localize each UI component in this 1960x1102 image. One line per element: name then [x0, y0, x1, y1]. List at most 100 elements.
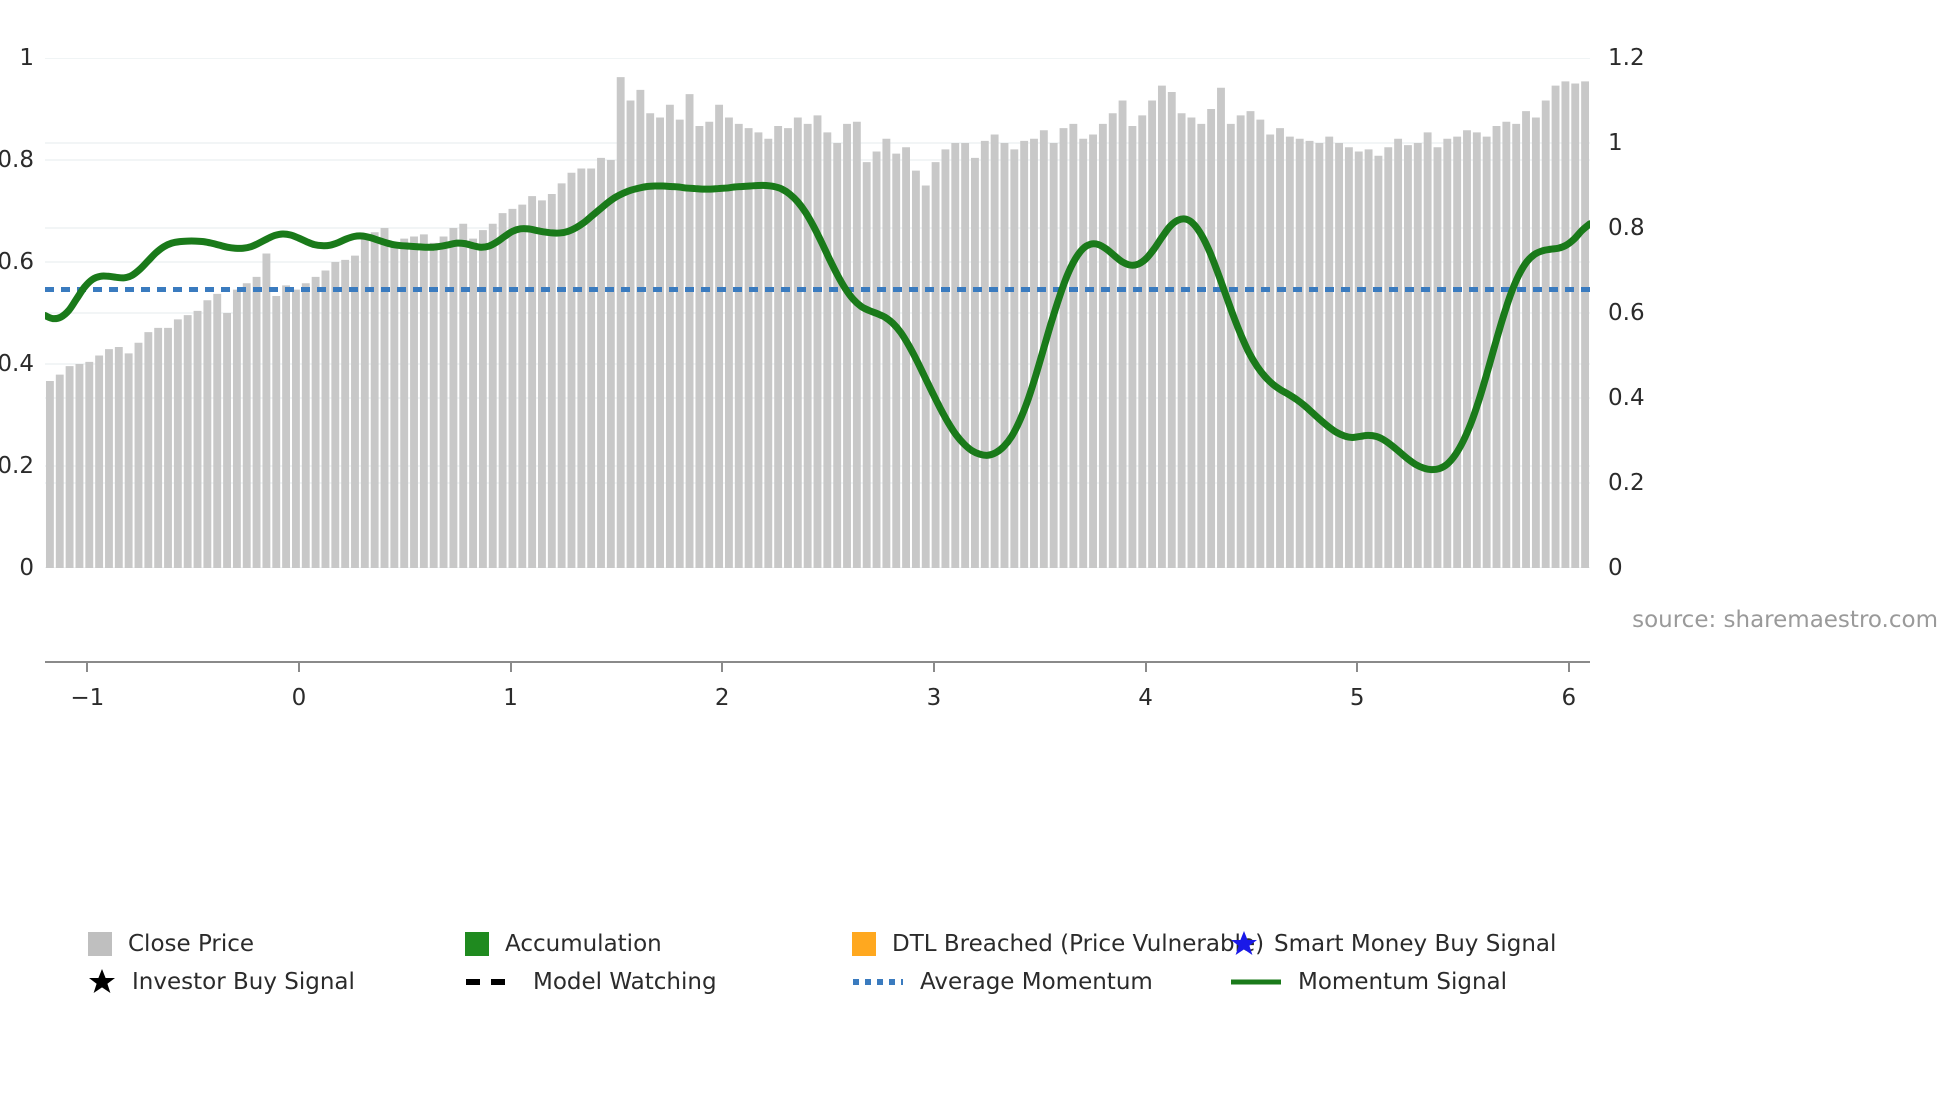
close-price-bar	[242, 283, 251, 568]
close-price-bar	[1384, 147, 1393, 568]
close-price-bar	[1069, 123, 1078, 568]
close-price-bar	[164, 327, 172, 568]
solid-line-icon	[1231, 979, 1281, 985]
close-price-bar	[1541, 100, 1550, 568]
x-axis-tick-mark	[1356, 661, 1359, 672]
square-swatch-icon	[465, 932, 489, 956]
close-price-bar	[1217, 87, 1225, 568]
close-price-bar	[1266, 134, 1275, 568]
y-axis-right: 0 0.2 0.4 0.6 0.8 1 1.2	[1608, 45, 1728, 581]
close-price-bar	[980, 140, 989, 568]
close-price-bar	[105, 349, 113, 568]
close-price-bar	[459, 223, 468, 568]
close-price-bar	[577, 168, 586, 568]
square-swatch	[88, 930, 112, 958]
legend-item-label: DTL Breached (Price Vulnerable)	[892, 931, 1265, 957]
chart-canvas	[45, 58, 1590, 568]
close-price-bar	[508, 208, 517, 568]
legend-item[interactable]: Momentum Signal	[1230, 963, 1507, 1001]
close-price-bar	[784, 128, 792, 568]
legend-item-label: Average Momentum	[920, 969, 1153, 995]
close-price-bar	[203, 300, 212, 568]
close-price-bar	[636, 89, 645, 568]
legend-item[interactable]: DTL Breached (Price Vulnerable)	[852, 925, 1264, 963]
close-price-bar	[862, 162, 871, 568]
close-price-bar	[429, 242, 438, 568]
close-price-bar	[1463, 130, 1471, 568]
legend-item[interactable]: Accumulation	[465, 925, 662, 963]
close-price-bar	[1305, 140, 1314, 568]
close-price-bar	[1374, 155, 1383, 568]
y-axis-left: 0 0.2 0.4 0.6 0.8 1	[0, 45, 34, 581]
close-price-bar	[1020, 140, 1029, 568]
close-price-bar	[1246, 111, 1255, 568]
close-price-bar	[75, 364, 84, 568]
close-price-bar	[488, 223, 497, 568]
y-axis-right-tick-label: 0.6	[1608, 300, 1645, 326]
solid-line	[1230, 968, 1282, 996]
close-price-bar	[1344, 147, 1353, 568]
x-axis-tick-mark	[1144, 661, 1147, 672]
close-price-bar	[587, 168, 596, 568]
momentum-signal-line	[45, 181, 1590, 474]
close-price-bar	[341, 259, 350, 568]
dotted-line-icon	[853, 979, 903, 985]
close-price-bar	[990, 134, 999, 568]
close-price-bar	[813, 115, 822, 568]
y-axis-left-tick-label: 1	[19, 45, 34, 71]
dotted-line	[852, 968, 904, 996]
close-price-bar	[931, 162, 940, 568]
close-price-bar	[1157, 85, 1166, 568]
close-price-bar	[538, 200, 546, 568]
close-price-bar	[45, 381, 54, 568]
x-axis-tick-label: 3	[926, 685, 942, 711]
close-price-bar	[134, 342, 143, 568]
legend-item[interactable]: Close Price	[88, 925, 254, 963]
close-price-bar	[616, 77, 625, 568]
legend-item[interactable]: Average Momentum	[852, 963, 1153, 1001]
close-price-bar	[1581, 81, 1590, 568]
dashed-line-icon	[466, 979, 516, 985]
close-price-bar	[1325, 136, 1334, 568]
close-price-bar	[331, 262, 340, 568]
x-axis-line	[45, 661, 1590, 663]
close-price-bar	[1512, 123, 1521, 568]
close-price-bar	[419, 234, 428, 568]
close-price-bar	[223, 313, 231, 568]
close-price-bar	[272, 296, 281, 568]
close-price-bar	[803, 123, 812, 568]
square-swatch-icon	[88, 932, 112, 956]
close-price-bar	[882, 138, 891, 568]
close-price-bar	[1561, 81, 1570, 568]
close-price-bar	[193, 310, 202, 568]
close-price-bar	[144, 332, 153, 568]
legend-item-label: Momentum Signal	[1298, 969, 1508, 995]
y-axis-right-tick-label: 0.4	[1608, 385, 1645, 411]
close-price-bar	[567, 172, 576, 568]
close-price-bar	[183, 315, 192, 568]
close-price-bar	[872, 151, 881, 568]
close-price-bar	[282, 285, 291, 568]
close-price-bar	[1197, 123, 1206, 568]
y-axis-left-tick-label: 0.8	[0, 147, 34, 173]
y-axis-right-tick-label: 1.2	[1608, 45, 1645, 71]
close-price-bar	[1472, 132, 1481, 568]
close-price-bar	[1571, 83, 1580, 568]
legend-item[interactable]: Model Watching	[465, 963, 717, 1001]
legend-item[interactable]: Investor Buy Signal	[88, 963, 355, 1001]
legend-item[interactable]: Smart Money Buy Signal	[1230, 925, 1556, 963]
x-axis-tick-mark	[932, 661, 935, 672]
y-axis-left-tick-label: 0	[19, 555, 34, 581]
close-price-bar	[1413, 143, 1422, 568]
close-price-bar	[380, 228, 389, 568]
plot-area	[45, 58, 1590, 568]
square-swatch-icon	[852, 932, 876, 956]
close-price-bar	[764, 138, 773, 568]
legend-row-primary: Close Price Accumulation DTL Breached (Pri…	[0, 925, 1960, 963]
close-price-bar	[656, 117, 664, 568]
legend-item-label: Smart Money Buy Signal	[1274, 931, 1557, 957]
x-axis-tick-mark	[509, 661, 512, 672]
close-price-bar	[1443, 138, 1452, 568]
close-price-bar	[154, 327, 163, 568]
